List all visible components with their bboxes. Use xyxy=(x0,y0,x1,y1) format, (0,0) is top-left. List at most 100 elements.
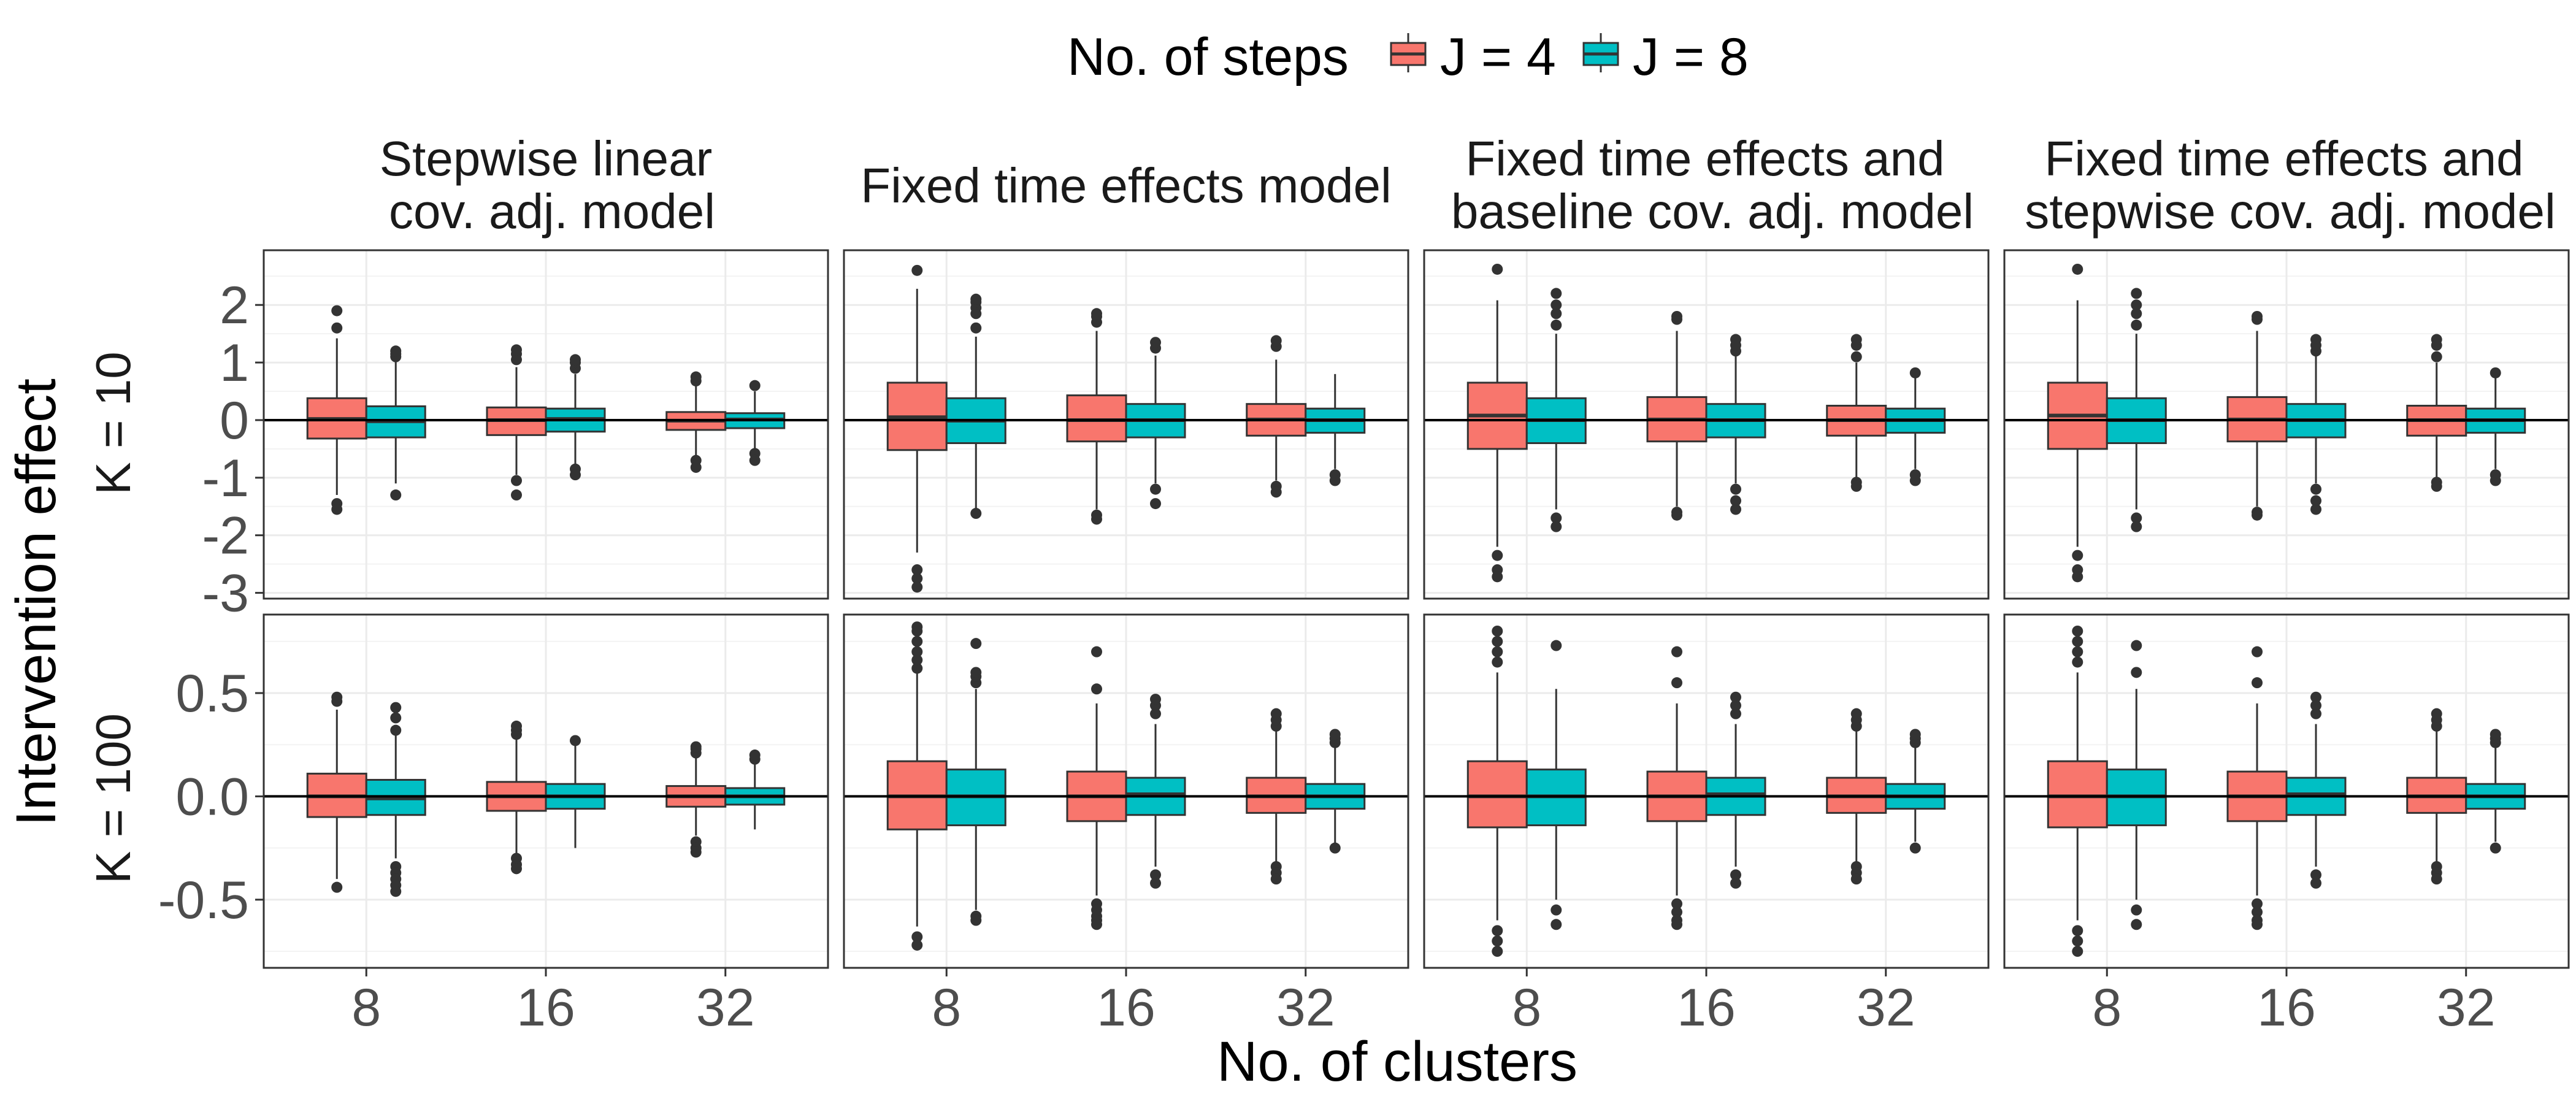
y-axis-title: Intervention effect xyxy=(5,378,67,826)
boxplot-J4-8 xyxy=(306,691,367,893)
outlier-point xyxy=(2252,646,2263,657)
outlier-point xyxy=(1730,483,1741,495)
x-tick-label: 16 xyxy=(1677,978,1736,1037)
outlier-point xyxy=(1150,694,1161,705)
outlier-point xyxy=(2072,946,2083,957)
outlier-point xyxy=(970,322,982,334)
outlier-point xyxy=(570,469,581,481)
outlier-point xyxy=(2072,550,2083,561)
y-axis-ticks: 210-1-2-3 0.5 0.0 -0.5 xyxy=(158,276,264,930)
outlier-point xyxy=(1551,299,1562,311)
outlier-point xyxy=(1730,708,1741,719)
outlier-point xyxy=(2310,869,2321,881)
outlier-point xyxy=(2252,509,2263,521)
outlier-point xyxy=(1492,550,1503,561)
outlier-point xyxy=(390,489,402,501)
outlier-point xyxy=(1091,513,1102,525)
boxplot-J8-32 xyxy=(2465,367,2526,486)
strip-row-1: K = 10 xyxy=(86,351,140,495)
outlier-point xyxy=(390,345,402,357)
outlier-point xyxy=(570,735,581,746)
outlier-point xyxy=(2310,483,2321,495)
outlier-point xyxy=(1671,907,1682,918)
outlier-point xyxy=(690,846,702,858)
boxplot-J4-16 xyxy=(1646,646,1708,930)
boxplot-J8-16 xyxy=(1125,694,1186,889)
strip-col-3-line-1: Fixed time effects and xyxy=(1465,131,1944,186)
outlier-point xyxy=(2072,571,2083,583)
outlier-point xyxy=(511,475,522,486)
x-tick-label: 16 xyxy=(1097,978,1156,1037)
outlier-point xyxy=(2072,625,2083,637)
outlier-point xyxy=(1091,646,1102,657)
outlier-point xyxy=(1492,571,1503,583)
outlier-point xyxy=(1329,842,1341,854)
outlier-point xyxy=(511,720,522,732)
boxplot-J8-8 xyxy=(365,702,426,897)
outlier-point xyxy=(331,504,343,515)
outlier-point xyxy=(911,581,923,593)
outlier-point xyxy=(911,264,923,276)
outlier-point xyxy=(1671,677,1682,689)
outlier-point xyxy=(2310,504,2321,515)
legend: No. of steps J = 4 J = 8 xyxy=(1067,28,1749,86)
outlier-point xyxy=(2131,904,2142,916)
outlier-point xyxy=(749,749,761,761)
boxplot-J4-32 xyxy=(2406,334,2467,492)
boxplot-J8-16 xyxy=(545,354,606,481)
outlier-point xyxy=(2072,646,2083,657)
boxplot-J8-32 xyxy=(1885,367,1946,486)
outlier-point xyxy=(1909,729,1921,740)
x-tick-label: 8 xyxy=(932,978,961,1037)
boxplot-J8-8 xyxy=(1525,288,1587,532)
boxplot-J4-32 xyxy=(1246,335,1307,498)
outlier-point xyxy=(2431,480,2442,492)
y-tick-label: 0.0 xyxy=(175,767,249,826)
strip-col-3-line-2: baseline cov. adj. model xyxy=(1451,184,1974,239)
outlier-point xyxy=(911,635,923,647)
strip-col-4-line-2: stepwise cov. adj. model xyxy=(2025,184,2556,239)
boxplot-J4-8 xyxy=(886,621,948,951)
x-tick-label: 8 xyxy=(1512,978,1541,1037)
outlier-point xyxy=(2431,708,2442,719)
panel-border xyxy=(1423,249,1990,600)
boxplot-J4-8 xyxy=(886,264,948,593)
outlier-point xyxy=(1150,337,1161,348)
outlier-point xyxy=(2252,919,2263,930)
legend-key-j8 xyxy=(1582,33,1619,72)
outlier-point xyxy=(2431,873,2442,885)
x-tick-label: 16 xyxy=(516,978,575,1037)
outlier-point xyxy=(2131,299,2142,311)
outlier-point xyxy=(2252,677,2263,689)
outlier-point xyxy=(970,293,982,305)
boxplot-J4-8 xyxy=(2047,263,2108,583)
outlier-point xyxy=(1730,877,1741,889)
outlier-point xyxy=(2131,667,2142,678)
outlier-point xyxy=(1909,475,1921,486)
outlier-point xyxy=(2131,308,2142,320)
iqr-box xyxy=(1466,760,1528,829)
legend-label-j8: J = 8 xyxy=(1633,28,1749,86)
outlier-point xyxy=(2072,656,2083,668)
x-axis-title: No. of clusters xyxy=(1217,1030,1577,1093)
panel-r1-c4 xyxy=(2003,249,2570,600)
boxplot-J8-16 xyxy=(1705,691,1766,889)
outlier-point xyxy=(2072,925,2083,937)
outlier-point xyxy=(2252,898,2263,910)
outlier-point xyxy=(1551,904,1562,916)
panel-r2-c1 xyxy=(263,613,829,969)
outlier-point xyxy=(1671,646,1682,657)
outlier-point xyxy=(2490,475,2501,486)
outlier-point xyxy=(1091,919,1102,930)
panel-border xyxy=(2003,249,2570,600)
outlier-point xyxy=(2131,640,2142,651)
outlier-point xyxy=(911,646,923,657)
outlier-point xyxy=(2252,310,2263,322)
outlier-point xyxy=(1730,691,1741,703)
outlier-point xyxy=(970,638,982,650)
outlier-point xyxy=(1492,935,1503,947)
outlier-point xyxy=(1909,842,1921,854)
outlier-point xyxy=(1730,504,1741,515)
boxplot-J8-32 xyxy=(724,380,786,466)
